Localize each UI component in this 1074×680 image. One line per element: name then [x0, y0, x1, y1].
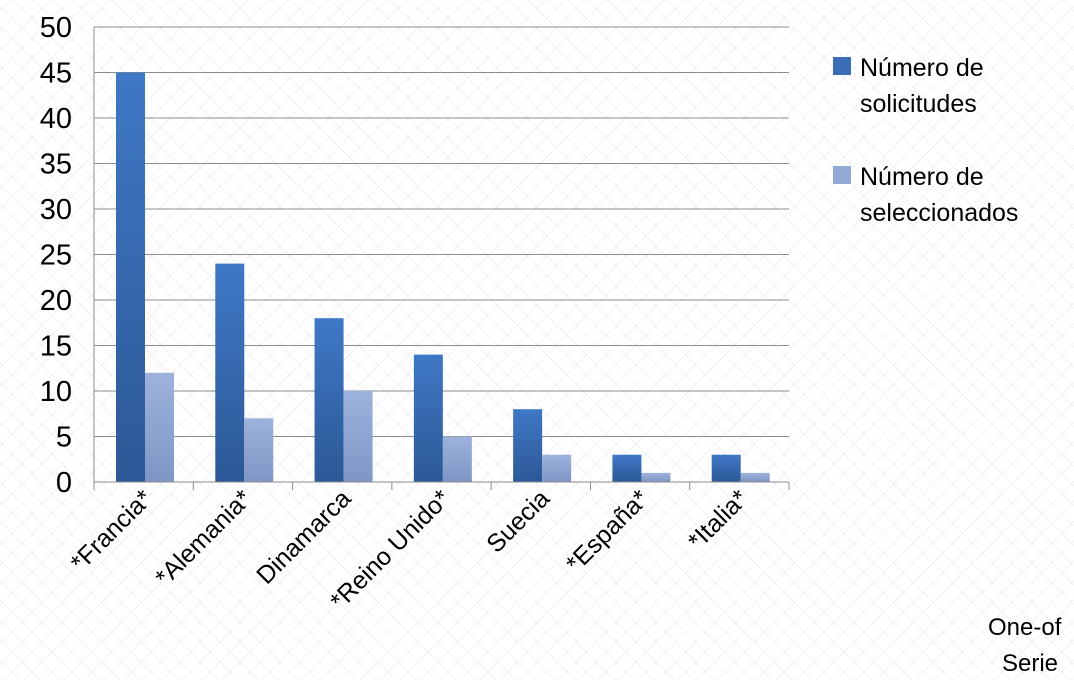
- axes: [93, 27, 790, 490]
- y-tick-label: 50: [40, 12, 72, 44]
- bar-seleccionados: [145, 372, 174, 482]
- y-tick-label: 10: [40, 376, 72, 408]
- x-tick-label: *Italia*: [683, 484, 754, 555]
- x-tick-label: *Francia*: [65, 484, 158, 577]
- bar-seleccionados: [244, 418, 274, 482]
- bar-solicitudes: [413, 354, 443, 482]
- legend: Número de solicitudes Número de seleccionad…: [833, 54, 1018, 227]
- bar-solicitudes: [612, 454, 642, 482]
- bar-solicitudes: [215, 263, 245, 482]
- x-tick-label: Suecia: [481, 484, 555, 558]
- bar-solicitudes: [711, 454, 741, 482]
- y-tick-label: 0: [56, 467, 72, 499]
- bar-seleccionados: [343, 391, 373, 482]
- y-tick-label: 30: [40, 194, 72, 226]
- bars-group: [116, 72, 770, 482]
- bar-solicitudes: [116, 72, 145, 482]
- y-tick-labels: 0 5 10 15 20 25 30 35 40 45 50: [40, 12, 72, 499]
- y-tick-label: 45: [40, 58, 72, 90]
- y-tick-label: 25: [40, 240, 72, 272]
- bar-seleccionados: [542, 454, 572, 482]
- y-tick-label: 20: [40, 285, 72, 317]
- legend-label: solicitudes: [860, 90, 977, 118]
- y-tick-label: 5: [56, 422, 72, 454]
- x-tick-label: *Alemania*: [150, 484, 257, 591]
- x-tick-label: Dinamarca: [251, 484, 356, 589]
- legend-label: Número de: [860, 54, 984, 82]
- legend-label: seleccionados: [860, 199, 1018, 227]
- x-tick-labels: *Francia**Alemania*Dinamarca*Reino Unido…: [65, 484, 753, 615]
- y-tick-label: 35: [40, 149, 72, 181]
- y-tick-label: 40: [40, 103, 72, 135]
- legend-label: Número de: [860, 163, 984, 191]
- footer-text-line-2: Serie: [1002, 650, 1059, 677]
- bar-seleccionados: [740, 472, 770, 482]
- bar-seleccionados: [641, 472, 671, 482]
- bar-solicitudes: [513, 409, 543, 482]
- legend-swatch: [833, 57, 851, 75]
- bar-seleccionados: [442, 436, 472, 482]
- bar-solicitudes: [314, 318, 344, 482]
- gridlines: [94, 26, 789, 437]
- footer-text-line-1: One-of: [988, 614, 1062, 641]
- x-tick-label: *España*: [561, 484, 655, 578]
- y-tick-label: 15: [40, 331, 72, 363]
- legend-swatch: [833, 166, 851, 184]
